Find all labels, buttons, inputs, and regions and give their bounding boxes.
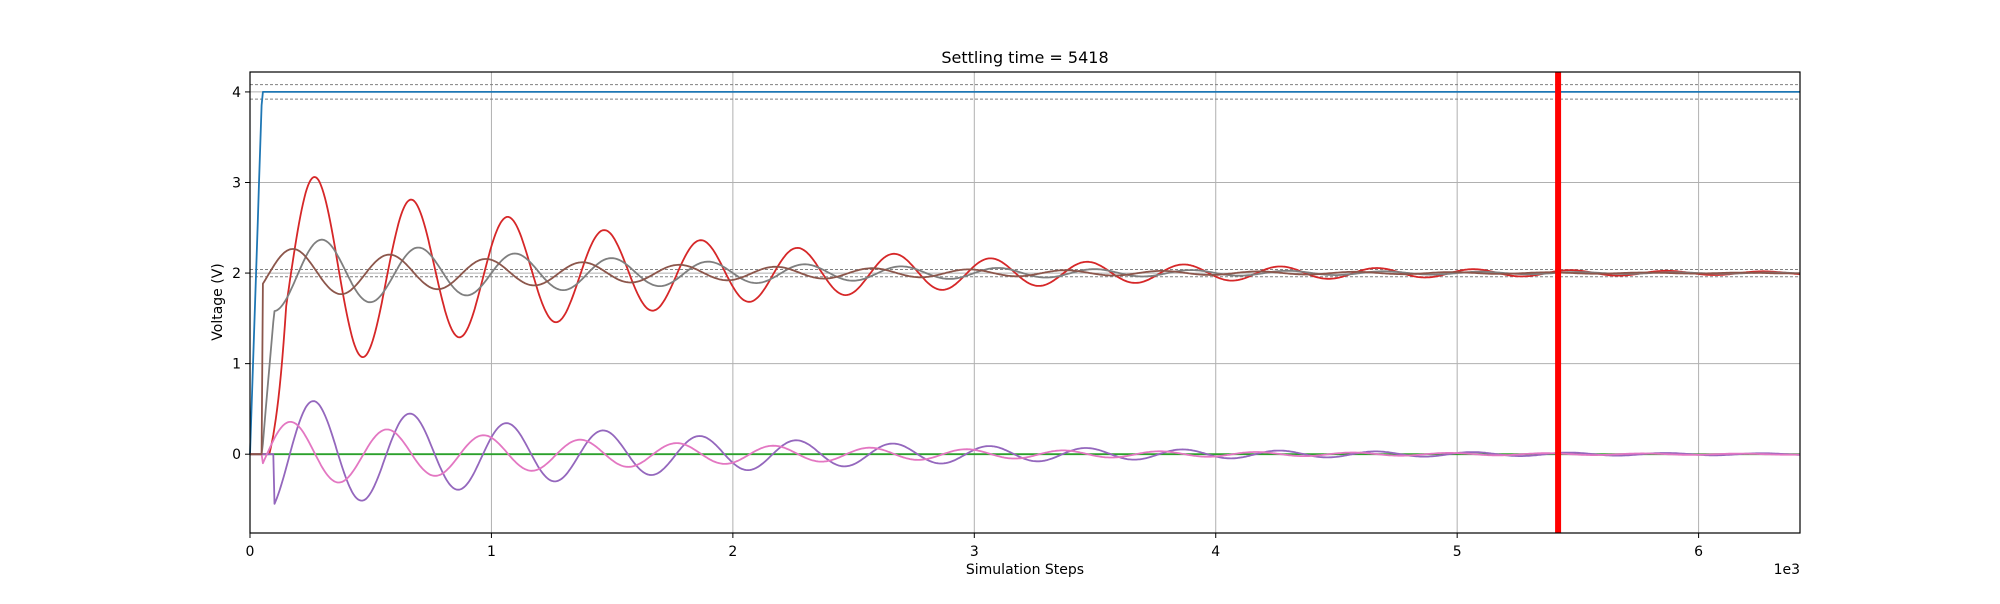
x-tick-label: 0 xyxy=(246,544,255,560)
series-line xyxy=(250,248,1800,456)
series-line xyxy=(250,400,1801,505)
x-axis-multiplier: 1e3 xyxy=(1774,562,1800,578)
x-tick-label: 5 xyxy=(1453,544,1462,560)
series-line xyxy=(249,91,1800,455)
series-line xyxy=(250,420,1800,484)
chart-title: Settling time = 5418 xyxy=(941,48,1108,67)
plot-frame xyxy=(249,71,1801,534)
y-tick-label: 2 xyxy=(232,266,241,282)
y-tick-label: 0 xyxy=(232,447,241,463)
series-layer xyxy=(249,91,1801,505)
tick-layer: 0 1 2 3 4 5 6 0 1 2 3 4 xyxy=(232,85,1703,560)
series-line xyxy=(250,238,1800,456)
x-tick-label: 1 xyxy=(487,544,496,560)
x-tick-label: 3 xyxy=(970,544,979,560)
y-tick-label: 4 xyxy=(232,85,241,101)
x-tick-label: 6 xyxy=(1694,544,1703,560)
x-tick-label: 2 xyxy=(728,544,737,560)
x-axis-label: Simulation Steps xyxy=(966,562,1084,578)
y-axis-label: Voltage (V) xyxy=(210,263,226,340)
y-tick-label: 3 xyxy=(232,175,241,191)
x-tick-label: 4 xyxy=(1211,544,1220,560)
y-tick-label: 1 xyxy=(232,357,241,373)
